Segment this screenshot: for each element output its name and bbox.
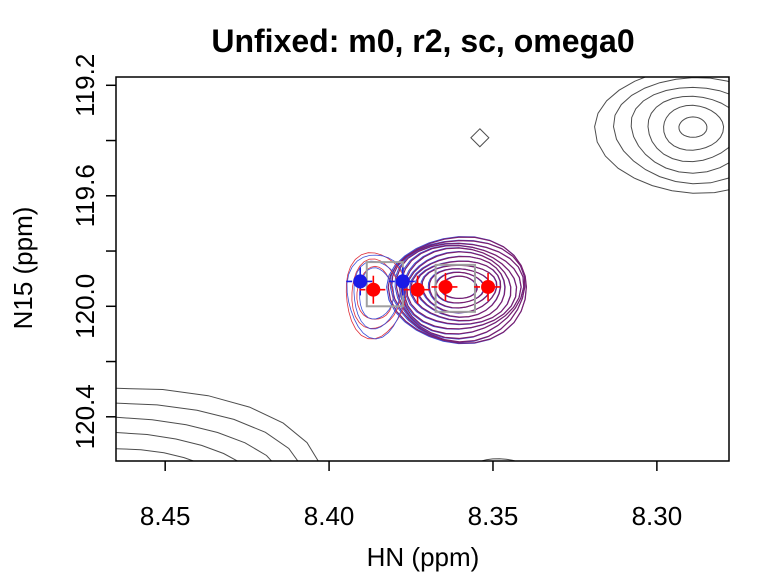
contour-line-gray: [116, 448, 195, 461]
contour-line-purple: [387, 236, 528, 344]
y-axis: 119.2 119.6 120.0 120.4: [70, 54, 116, 449]
peak-point-blue: [353, 274, 368, 289]
x-tick-label: 8.40: [304, 501, 355, 531]
contour-line-purple: [410, 255, 506, 322]
contour-line-gray: [116, 431, 239, 461]
contour-line-purple: [395, 242, 525, 340]
y-tick-label: 119.6: [70, 164, 100, 227]
contour-line-gray: [116, 402, 299, 461]
contour-line-gray: [647, 95, 729, 163]
contour-line-gray: [479, 458, 518, 461]
contour-line-gray: [116, 387, 319, 461]
contour-line-gray: [612, 77, 729, 185]
contour-line-gray: [116, 416, 273, 461]
x-tick-label: 8.30: [632, 501, 683, 531]
contour-line-blue: [346, 254, 406, 340]
contour-line-gray: [470, 128, 490, 148]
peak-point-red: [438, 279, 453, 294]
contour-line-gray: [663, 104, 725, 151]
contour-line-gray: [594, 77, 729, 194]
plot-frame: [115, 76, 730, 462]
contour-line-red: [356, 265, 394, 320]
peak-point-red: [481, 279, 496, 294]
x-axis-label: HN (ppm): [367, 542, 480, 572]
x-axis: 8.45 8.40 8.35 8.30: [140, 461, 682, 531]
fit-box: [434, 263, 476, 313]
contour-line-gray: [630, 86, 729, 174]
y-axis-label: N15 (ppm): [8, 207, 38, 330]
peak-point-red: [410, 282, 425, 297]
x-tick-label: 8.45: [140, 501, 191, 531]
peak-point-blue: [395, 274, 410, 289]
peak-points-layer: [346, 267, 503, 304]
contour-line-gray: [678, 116, 708, 138]
chart-title: Unfixed: m0, r2, sc, omega0: [211, 23, 634, 59]
peak-point-red: [366, 282, 381, 297]
x-tick-label: 8.35: [468, 501, 519, 531]
y-tick-label: 120.0: [70, 274, 100, 339]
contour-layer: [116, 77, 729, 461]
y-tick-label: 119.2: [70, 54, 100, 117]
y-tick-label: 120.4: [70, 384, 100, 449]
contour-line-red: [345, 252, 407, 340]
contour-line-blue: [353, 260, 401, 330]
